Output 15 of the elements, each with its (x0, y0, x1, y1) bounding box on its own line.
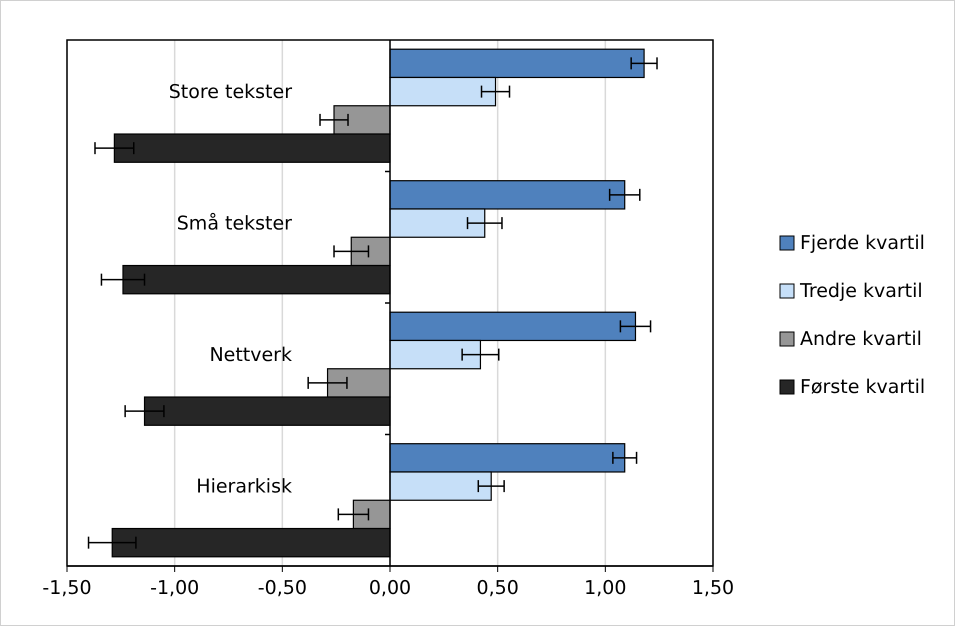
x-tick-label: -0,50 (258, 577, 307, 599)
legend-label: Første kvartil (800, 376, 926, 398)
x-tick-label: 0,50 (476, 577, 519, 599)
y-tick-label: Nettverk (209, 344, 292, 366)
x-tick-label: -1,00 (150, 577, 200, 599)
x-tick-label: -1,50 (42, 577, 92, 599)
legend-label: Tredje kvartil (799, 280, 923, 302)
y-tick-label: Store tekster (168, 80, 292, 103)
y-tick-label: Hierarkisk (196, 475, 292, 498)
x-tick-label: 0,00 (368, 577, 412, 599)
x-tick-label: 1,50 (692, 577, 734, 599)
x-tick-label: 1,00 (584, 577, 626, 599)
legend-label: Andre kvartil (800, 328, 922, 350)
legend-label: Fjerde kvartil (800, 232, 925, 254)
y-tick-label: Små tekster (176, 212, 292, 234)
